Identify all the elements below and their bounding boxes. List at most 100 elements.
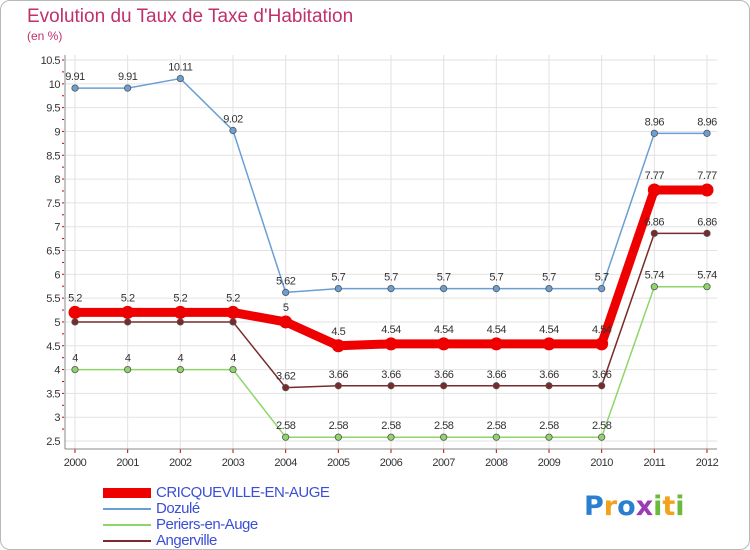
data-label: 4.5 — [331, 326, 345, 338]
x-tick-label: 2000 — [64, 457, 87, 469]
data-label: 2.58 — [329, 420, 349, 432]
data-point — [282, 288, 290, 297]
data-label: 5.2 — [68, 292, 82, 304]
data-label: 4 — [230, 353, 236, 365]
data-point — [492, 284, 500, 293]
data-label: 5.7 — [384, 272, 398, 284]
y-tick-label: 4.5 — [46, 341, 60, 353]
data-point — [598, 284, 606, 293]
legend-item: CRICQUEVILLE-EN-AUGE — [103, 484, 363, 501]
data-point — [489, 337, 503, 351]
y-tick-label: 9 — [54, 126, 60, 138]
y-tick-label: 8.5 — [46, 150, 60, 162]
logo-letter: P — [584, 491, 604, 522]
y-tick-label: 8 — [54, 174, 60, 186]
data-point — [71, 84, 79, 92]
data-point — [121, 305, 135, 319]
x-tick-label: 2012 — [696, 457, 719, 469]
x-tick-label: 2001 — [116, 457, 139, 469]
data-label: 2.58 — [539, 420, 559, 432]
x-tick-label: 2011 — [644, 457, 666, 469]
data-point — [124, 318, 132, 326]
data-label: 9.02 — [223, 113, 243, 125]
data-label: 5.74 — [645, 270, 665, 282]
data-label: 3.66 — [487, 369, 507, 381]
chart-title: Evolution du Taux de Taxe d'Habitation — [27, 6, 354, 27]
x-tick-label: 2002 — [169, 457, 192, 469]
data-point — [173, 305, 187, 319]
x-tick-label: 2009 — [538, 457, 561, 469]
x-tick-label: 2006 — [380, 457, 403, 469]
data-label: 4 — [178, 353, 184, 365]
data-point — [598, 433, 606, 441]
data-label: 5.62 — [276, 275, 296, 287]
data-point — [334, 433, 342, 441]
data-point — [71, 318, 79, 326]
data-label: 4 — [72, 353, 78, 365]
data-point — [229, 365, 237, 374]
data-label: 5.74 — [697, 270, 717, 282]
data-point — [68, 305, 82, 319]
x-tick-label: 2010 — [590, 457, 613, 469]
data-label: 9.91 — [118, 71, 138, 83]
x-tick-label: 2008 — [485, 457, 508, 469]
data-point — [440, 284, 448, 293]
data-label: 3.66 — [329, 369, 349, 381]
y-tick-label: 5.5 — [46, 293, 60, 305]
data-point — [545, 382, 553, 390]
legend-item: Dozulé — [103, 500, 363, 517]
data-label: 5.7 — [595, 272, 609, 284]
data-label: 6.86 — [645, 216, 665, 228]
data-point — [650, 229, 658, 237]
data-point — [595, 337, 609, 351]
data-point — [647, 183, 661, 197]
logo-letter: o — [617, 491, 636, 522]
logo-letter: r — [603, 491, 618, 522]
data-point — [282, 433, 290, 441]
proxiti-logo: Proxiti — [584, 491, 685, 522]
legend-label: CRICQUEVILLE-EN-AUGE — [156, 484, 330, 501]
data-point — [545, 284, 553, 293]
data-label: 9.91 — [65, 71, 85, 83]
y-tick-label: 3.5 — [46, 388, 60, 400]
y-tick-label: 5 — [54, 317, 60, 329]
data-point — [334, 382, 342, 390]
legend-swatch — [103, 488, 151, 498]
data-label: 4.54 — [487, 324, 507, 336]
data-point — [545, 433, 553, 441]
y-tick-label: 2.5 — [46, 436, 60, 448]
data-point — [124, 365, 132, 374]
data-point — [387, 284, 395, 293]
x-tick-label: 2007 — [432, 457, 455, 469]
data-point — [71, 365, 79, 374]
y-tick-label: 6.5 — [46, 246, 60, 258]
data-label: 5.2 — [121, 292, 135, 304]
data-point — [650, 129, 658, 137]
chart-subtitle: (en %) — [27, 29, 63, 43]
data-label: 5.7 — [331, 272, 345, 284]
data-point — [229, 126, 237, 135]
data-label: 4 — [125, 353, 131, 365]
data-label: 5.7 — [489, 272, 503, 284]
data-label: 4.54 — [539, 324, 559, 336]
data-point — [279, 315, 293, 329]
data-point — [282, 384, 290, 392]
data-point — [703, 129, 711, 137]
data-label: 3.62 — [276, 371, 296, 383]
data-label: 2.58 — [487, 420, 507, 432]
y-tick-label: 10 — [49, 79, 61, 91]
data-point — [331, 339, 345, 353]
legend-swatch — [103, 508, 151, 510]
logo-letter: x — [635, 491, 654, 522]
data-point — [437, 337, 451, 351]
data-point — [598, 382, 606, 390]
legend-swatch — [103, 524, 151, 526]
legend-label: Dozulé — [156, 500, 200, 517]
data-label: 3.66 — [381, 369, 401, 381]
data-point — [387, 433, 395, 441]
x-tick-label: 2004 — [274, 457, 297, 469]
data-point — [387, 382, 395, 390]
y-tick-label: 10.5 — [41, 55, 61, 67]
